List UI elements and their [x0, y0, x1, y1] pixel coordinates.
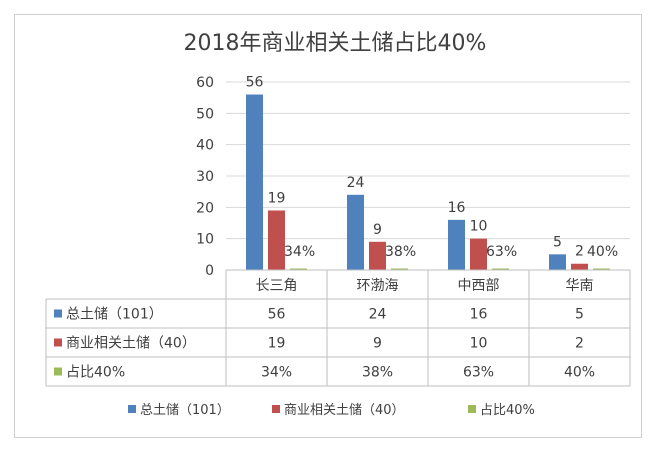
- table-legend-key: [54, 338, 62, 347]
- bar: [470, 238, 487, 270]
- data-label: 24: [347, 175, 365, 191]
- table-cell: 2: [575, 336, 584, 352]
- bar: [268, 210, 285, 270]
- table-row-label: 总土储（101）: [66, 307, 163, 323]
- y-tick-label: 10: [196, 232, 214, 248]
- legend-entry: 总土储（101）: [140, 403, 230, 418]
- table-cell: 56: [268, 307, 286, 323]
- data-label: 5: [553, 234, 562, 250]
- y-tick-label: 50: [196, 106, 214, 122]
- y-tick-label: 0: [205, 263, 214, 279]
- legend-entry: 占比40%: [480, 403, 535, 418]
- bar: [369, 241, 386, 270]
- data-label: 56: [246, 75, 264, 91]
- bar: [391, 268, 408, 270]
- table-cell: 63%: [463, 365, 494, 381]
- y-tick-label: 20: [196, 200, 214, 216]
- bar: [448, 219, 465, 270]
- table-cell: 10: [470, 336, 488, 352]
- legend-swatch: [272, 405, 280, 413]
- table-cell: 40%: [564, 365, 595, 381]
- bar: [347, 194, 364, 270]
- legend-entry: 商业相关土储（40）: [284, 403, 405, 418]
- y-tick-label: 30: [196, 169, 214, 185]
- legend-swatch: [128, 405, 136, 413]
- table-cell: 19: [268, 336, 286, 352]
- data-label: 16: [448, 200, 466, 216]
- table-row-label: 占比40%: [66, 365, 125, 381]
- category-label: 长三角: [256, 278, 298, 294]
- table-cell: 16: [470, 307, 488, 323]
- table-cell: 9: [373, 336, 382, 352]
- chart-title: 2018年商业相关土储占比40%: [184, 31, 487, 56]
- table-cell: 34%: [261, 365, 292, 381]
- y-tick-label: 60: [196, 75, 214, 91]
- data-label: 10: [470, 219, 488, 235]
- data-label: 40%: [587, 244, 618, 260]
- table-cell: 5: [575, 307, 584, 323]
- bar: [246, 94, 263, 271]
- data-label: 2: [575, 244, 584, 260]
- data-label: 63%: [486, 244, 517, 260]
- category-label: 中西部: [458, 278, 500, 294]
- bar: [290, 268, 307, 270]
- y-tick-label: 40: [196, 138, 214, 154]
- data-label: 19: [268, 190, 286, 206]
- chart-frame: [14, 14, 642, 438]
- table-row-label: 商业相关土储（40）: [66, 336, 196, 352]
- table-legend-key: [54, 367, 62, 376]
- table-legend-key: [54, 309, 62, 318]
- legend-swatch: [468, 405, 476, 413]
- bar: [549, 254, 566, 270]
- category-label: 环渤海: [357, 278, 399, 294]
- table-cell: 38%: [362, 365, 393, 381]
- data-label: 38%: [385, 244, 416, 260]
- category-label: 华南: [566, 278, 594, 294]
- data-label: 34%: [284, 244, 315, 260]
- table-cell: 24: [369, 307, 387, 323]
- bar: [571, 263, 588, 270]
- data-label: 9: [373, 222, 382, 238]
- bar: [492, 268, 509, 270]
- bar: [593, 268, 610, 270]
